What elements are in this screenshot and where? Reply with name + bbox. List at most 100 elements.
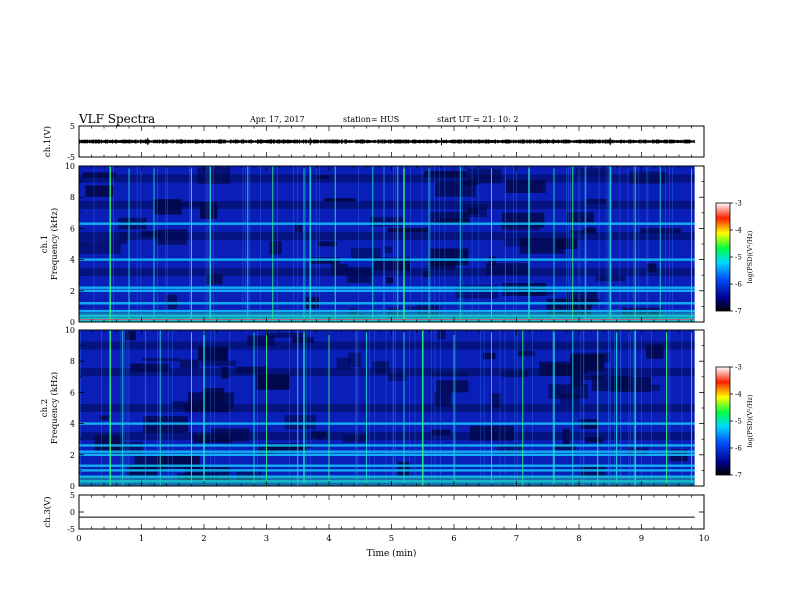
- spectrogram-blob: [650, 384, 661, 391]
- spectrogram-blob: [501, 227, 541, 231]
- y-axis-label: ch.3(V): [42, 496, 53, 527]
- spectrogram-band: [79, 258, 695, 261]
- spectrogram-blob: [435, 181, 476, 197]
- y-tick-label: 10: [65, 326, 75, 335]
- spectrogram-band: [79, 422, 695, 425]
- spectrogram-blob: [206, 274, 223, 285]
- spectrogram-blob: [348, 352, 362, 368]
- spectrogram-blob: [488, 256, 497, 266]
- y-axis-label: ch.2: [40, 399, 50, 417]
- spectrogram-band: [79, 475, 695, 478]
- spectrogram-band: [79, 453, 695, 456]
- spectrogram-blob: [424, 171, 467, 178]
- spectrogram-blob: [513, 289, 555, 296]
- spectrogram-blob: [79, 240, 121, 254]
- y-tick-label: 5: [70, 491, 75, 500]
- spectrogram-blob: [108, 442, 143, 456]
- spectrogram-blob: [318, 241, 337, 247]
- y-tick-label: -5: [67, 525, 75, 534]
- colorbar: [715, 202, 731, 312]
- spectrogram-blob: [566, 289, 597, 306]
- spectrogram-blob: [429, 211, 470, 225]
- spectrogram-blob: [387, 227, 429, 233]
- x-tick-label: 4: [326, 534, 331, 544]
- colorbar-tick-label: -7: [735, 472, 742, 480]
- spectrogram-dark-band: [79, 174, 695, 183]
- spectrogram-blob: [573, 375, 603, 381]
- colorbar-tick-label: -3: [735, 364, 742, 372]
- spectrogram-band: [79, 319, 695, 322]
- x-tick-label: 6: [451, 534, 456, 544]
- spectrogram-blob: [179, 359, 200, 369]
- spectrogram-band: [79, 302, 695, 305]
- spectrogram-dark-band: [79, 404, 695, 412]
- spectrogram-blob: [622, 307, 663, 319]
- colorbar-tick-label: -5: [735, 418, 742, 426]
- spectrogram-blob: [497, 443, 524, 455]
- spectrogram-blob: [85, 185, 114, 197]
- spectrogram-blob: [370, 217, 403, 227]
- spectrogram-band: [79, 314, 695, 317]
- spectrogram-blob: [125, 331, 136, 341]
- spectrogram-band: [79, 480, 695, 483]
- spectrogram-blob: [292, 337, 314, 343]
- colorbar-label: log(PSD)(V²/Hz): [746, 394, 754, 447]
- spectrogram-floor: [79, 312, 695, 322]
- colorbar-tick-label: -5: [735, 254, 742, 262]
- y-tick-label: 5: [70, 122, 75, 131]
- plot-title: VLF Spectra: [79, 112, 156, 126]
- spectrogram-blob: [198, 346, 228, 361]
- spectrogram-blob: [324, 198, 356, 202]
- spectrogram-dark-band: [79, 432, 695, 441]
- y-tick-label: 8: [70, 193, 75, 202]
- colorbar-tick-label: -3: [735, 200, 742, 208]
- y-axis-label: ch.1: [40, 235, 50, 253]
- colorbar: [715, 366, 731, 476]
- panel-bg: [79, 495, 704, 529]
- y-tick-label: 6: [70, 388, 75, 397]
- spectrogram-blob: [269, 241, 282, 255]
- spectrogram-blob: [384, 246, 393, 254]
- x-tick-label: 9: [639, 534, 644, 544]
- y-tick-label: 6: [70, 224, 75, 233]
- spectrogram-blob: [611, 376, 652, 392]
- y-axis-label: ch.1(V): [42, 126, 53, 157]
- spectrogram-blob: [351, 248, 381, 259]
- spectrogram-blob: [348, 308, 357, 318]
- spectrogram-blob: [142, 357, 180, 362]
- spectrogram-blob: [548, 384, 588, 399]
- spectrogram-blob: [256, 374, 291, 390]
- spectrogram-band: [79, 289, 695, 292]
- x-tick-label: 2: [201, 534, 206, 544]
- spectrogram-blob: [294, 222, 303, 233]
- colorbar-tick-label: -6: [735, 281, 742, 289]
- colorbar-label: log(PSD)(V²/Hz): [746, 230, 754, 283]
- x-tick-label: 5: [389, 534, 394, 544]
- spectrogram-blob: [516, 350, 535, 357]
- spectrogram-blob: [575, 168, 611, 176]
- colorbar-tick-label: -4: [735, 391, 742, 399]
- y-tick-label: 2: [70, 287, 75, 296]
- spectrogram-blob: [430, 248, 469, 266]
- spectrogram-band: [79, 309, 695, 313]
- x-axis-label: Time (min): [367, 548, 417, 559]
- y-tick-label: 8: [70, 357, 75, 366]
- spectrogram-blob: [166, 294, 177, 309]
- x-tick-label: 10: [699, 534, 710, 544]
- spectrogram-blob: [428, 261, 457, 268]
- spectrogram-band: [79, 464, 695, 467]
- spectrogram-blob: [130, 363, 170, 372]
- spectrogram-blob: [436, 380, 469, 393]
- start-time-label: start UT = 21: 10: 2: [437, 115, 519, 124]
- y-tick-label: 2: [70, 451, 75, 460]
- spectrogram-blob: [201, 360, 236, 366]
- spectrogram-blob: [560, 393, 581, 405]
- spectrogram-blob: [570, 230, 587, 234]
- spectrogram-blob: [501, 212, 545, 228]
- y-tick-label: 0: [70, 318, 75, 327]
- spectrogram-dark-band: [79, 368, 695, 377]
- spectrogram-blob: [202, 387, 225, 403]
- spectrogram-blob: [386, 277, 394, 284]
- colorbar-tick-label: -6: [735, 445, 742, 453]
